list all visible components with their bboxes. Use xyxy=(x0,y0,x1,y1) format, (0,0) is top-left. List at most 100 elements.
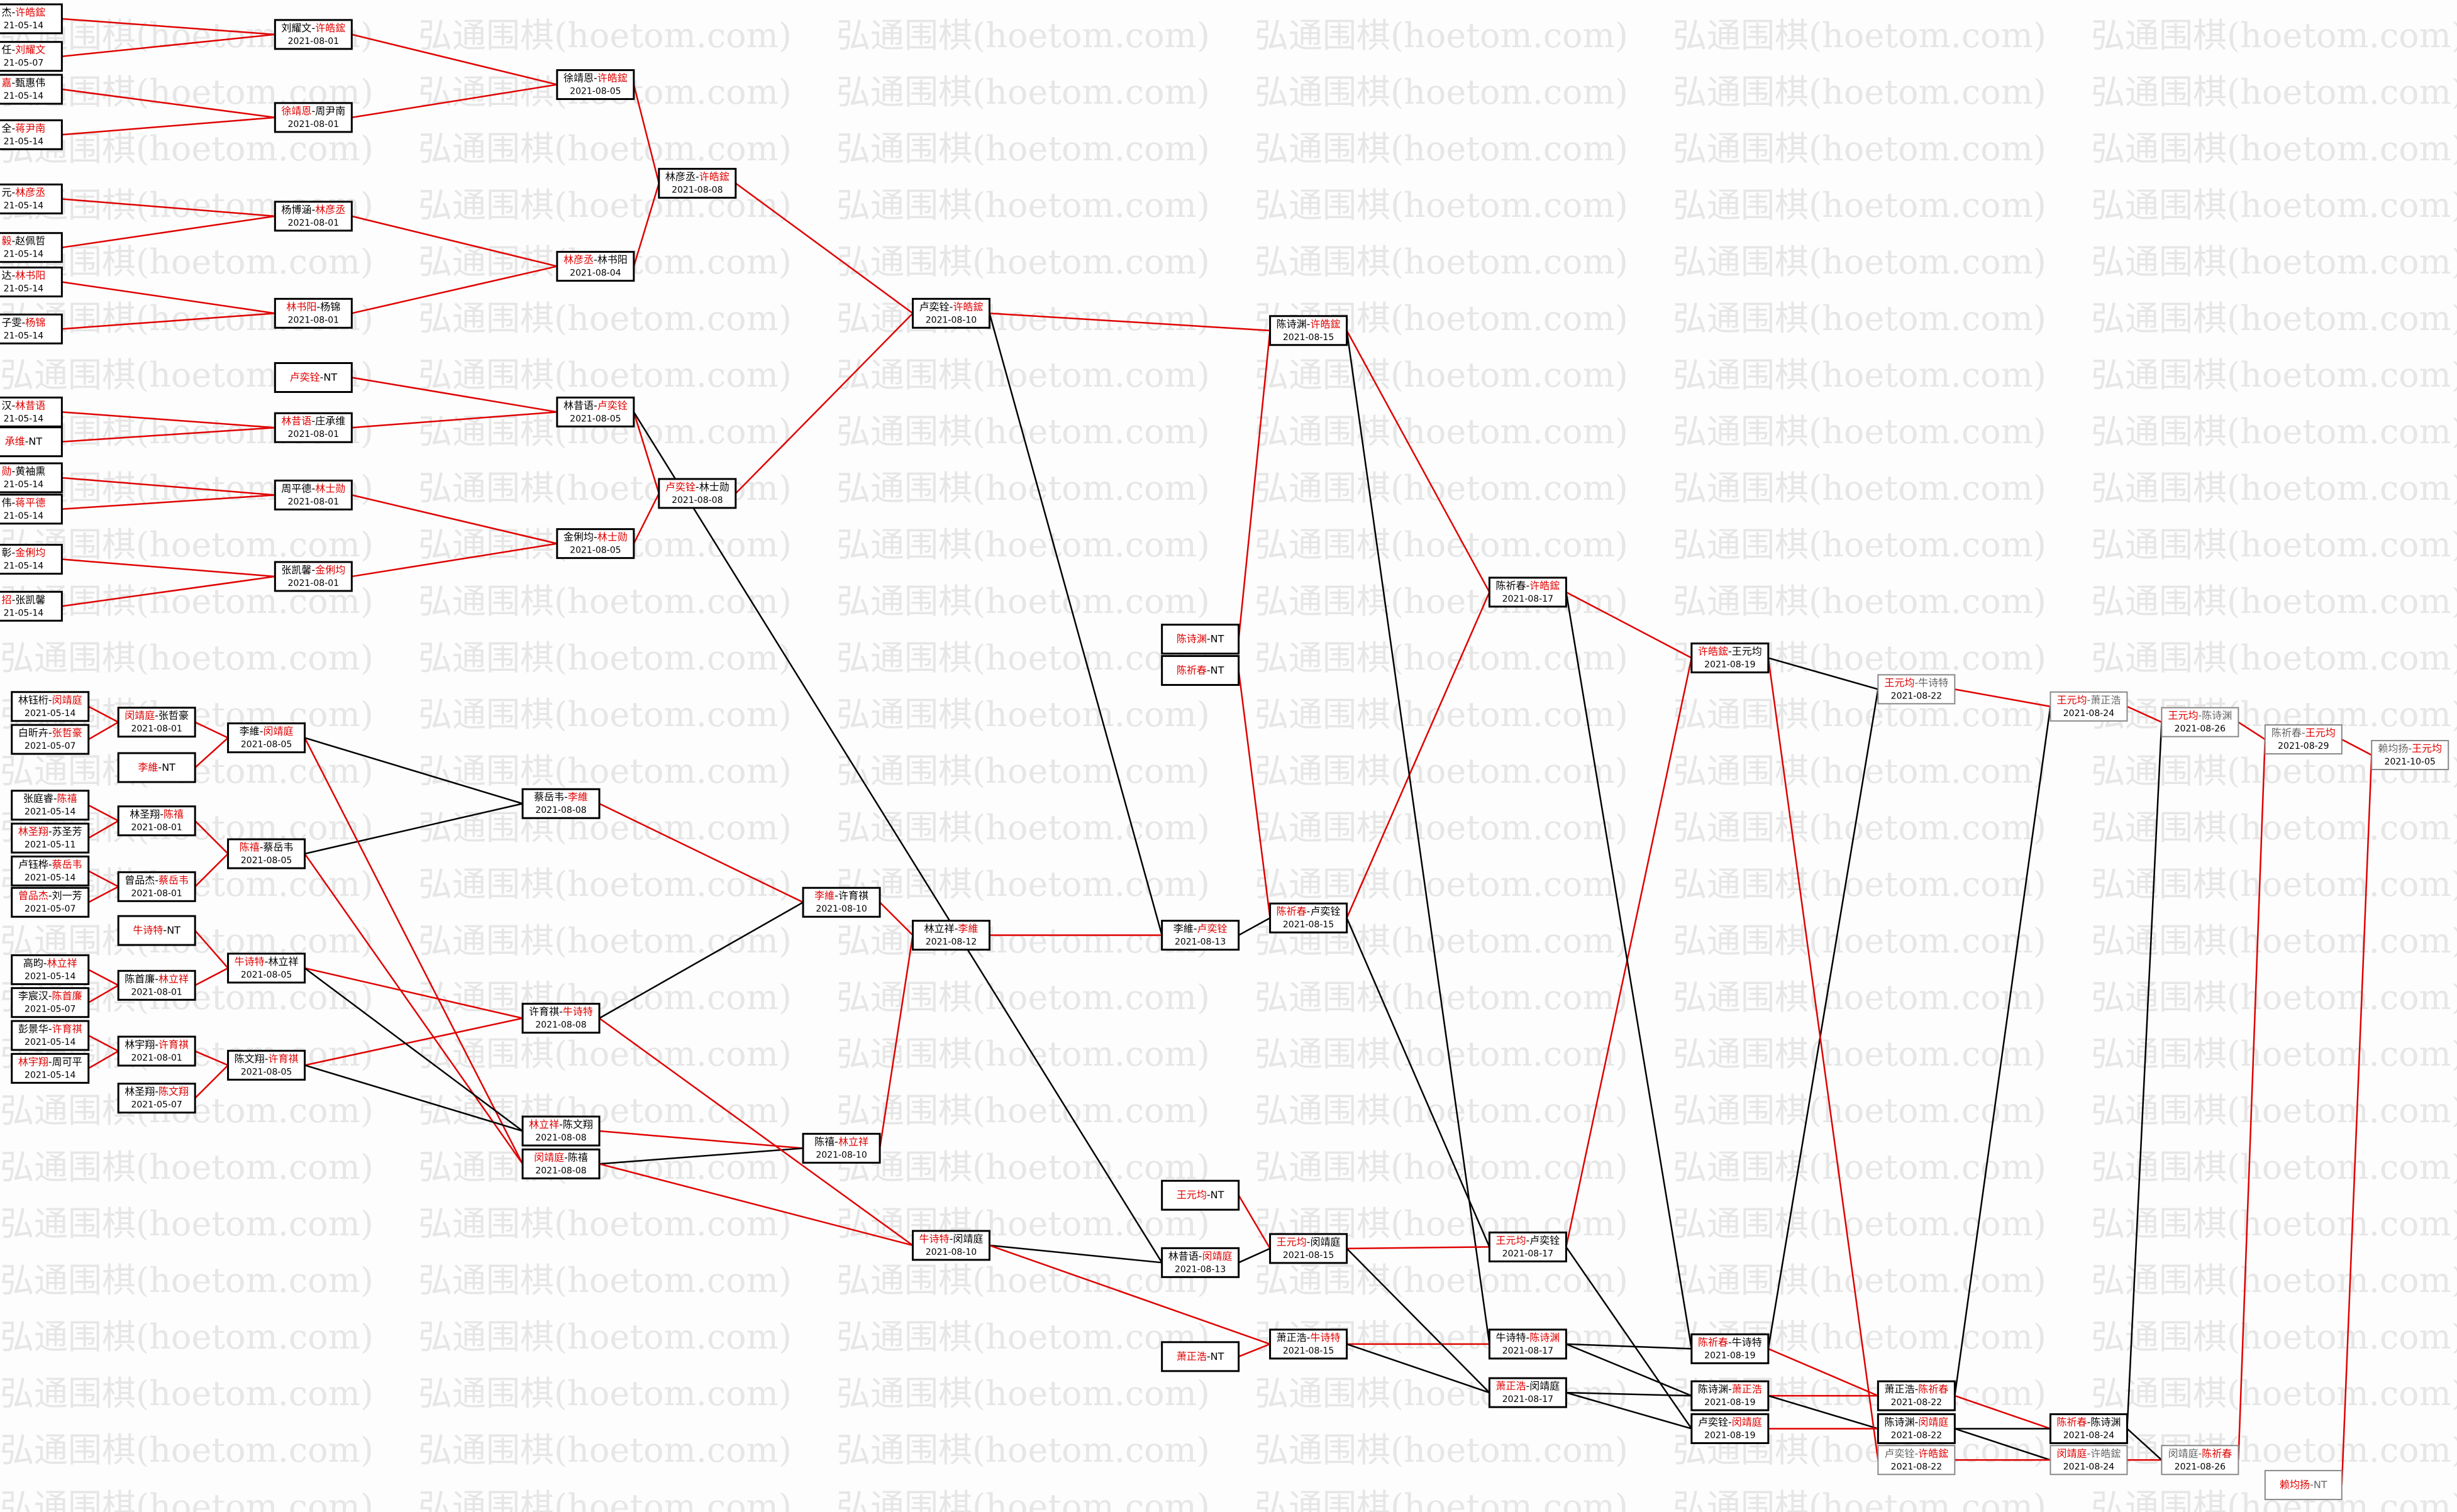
player-name: 陈禧 xyxy=(814,1135,835,1147)
connector xyxy=(633,411,1163,1263)
box-frame xyxy=(0,396,63,428)
match-label: 陈诗渊-NT xyxy=(1177,632,1224,644)
watermark-text: 弘通围棋(hoetom.com) xyxy=(1673,1034,2046,1074)
separator: - xyxy=(11,186,15,198)
connector xyxy=(62,558,275,578)
watermark-text: 弘通围棋(hoetom.com) xyxy=(2091,582,2457,621)
player-name: 王元均 xyxy=(2305,727,2336,739)
box-frame xyxy=(1690,1380,1770,1411)
player-name: 达 xyxy=(1,269,11,281)
player-name: 许育祺 xyxy=(529,1005,559,1017)
match-date: 2021-08-01 xyxy=(288,315,339,325)
box-frame xyxy=(2264,724,2343,755)
player-name: 林昔语 xyxy=(281,415,311,427)
separator: - xyxy=(11,122,15,134)
watermark-text: 弘通围棋(hoetom.com) xyxy=(836,1430,1210,1470)
player-name: 李維 xyxy=(240,725,260,737)
separator: - xyxy=(265,1052,269,1064)
match-label: 毅-赵佩哲 xyxy=(1,235,45,246)
box-frame xyxy=(1690,1413,1770,1444)
match-label: 林昔语-闵靖庭 xyxy=(1168,1250,1233,1262)
separator: - xyxy=(160,808,164,820)
match-label: 林彦丞-林书阳 xyxy=(563,253,628,265)
match-box: 王元均-牛诗特 2021-08-22 xyxy=(1877,674,1956,705)
player-name: NT xyxy=(1211,632,1224,644)
match-label: 林昔语-卢奕铨 xyxy=(563,399,628,411)
player-name: 林立祥 xyxy=(158,973,189,985)
player-name: 蔡岳韦 xyxy=(534,791,564,803)
separator: - xyxy=(1307,317,1311,329)
connector xyxy=(633,411,660,494)
match-box: 卢奕铨-许皓鋐 2021-08-10 xyxy=(911,297,990,329)
watermark-text: 弘通围棋(hoetom.com) xyxy=(1255,1147,1628,1187)
player-name: 卢奕铨 xyxy=(919,301,950,312)
match-date: 21-05-14 xyxy=(4,284,44,294)
separator: - xyxy=(11,269,15,281)
player-name: 牛诗特 xyxy=(235,955,265,967)
match-date: 2021-08-05 xyxy=(241,856,292,866)
watermark-text: 弘通围棋(hoetom.com) xyxy=(418,1261,792,1300)
box-frame xyxy=(521,1115,601,1147)
player-name: 王元均 xyxy=(1732,645,1762,657)
match-date: 2021-08-08 xyxy=(535,805,586,815)
box-frame xyxy=(1161,1247,1240,1278)
match-label: 林立祥-李維 xyxy=(924,922,979,934)
box-frame xyxy=(658,168,737,199)
match-box: 陈诗渊-NT xyxy=(1161,624,1240,655)
box-frame xyxy=(0,3,63,35)
watermark-text: 弘通围棋(hoetom.com) xyxy=(1673,299,2046,338)
match-label: 李宸汉-陈首廉 xyxy=(18,990,82,1002)
player-name: 陈文翔 xyxy=(158,1085,189,1097)
connector xyxy=(1954,1428,2051,1461)
match-date: 2021-05-11 xyxy=(25,840,75,850)
match-box: 张凯馨-金俐均 2021-08-01 xyxy=(274,561,353,592)
match-date: 2021-08-17 xyxy=(1502,1249,1553,1259)
player-name: 赵佩哲 xyxy=(15,235,45,246)
player-name: 林昔语 xyxy=(563,399,594,411)
watermark-text: 弘通围棋(hoetom.com) xyxy=(2091,525,2457,565)
player-name: 林书阳 xyxy=(15,269,45,281)
match-box: 周平德-林士勋 2021-08-01 xyxy=(274,479,353,510)
connector xyxy=(194,930,229,969)
box-frame xyxy=(0,41,63,72)
match-date: 2021-08-01 xyxy=(288,578,339,588)
match-label: 徐靖恩-周尹南 xyxy=(281,104,345,116)
match-box: 陈诗渊-许皓鋐 2021-08-15 xyxy=(1269,315,1348,346)
match-box: 毅-赵佩哲 21-05-14 xyxy=(0,232,63,263)
player-name: 许皓鋐 xyxy=(1310,317,1340,329)
player-name: 陈祈春 xyxy=(2057,1416,2087,1428)
watermark-text: 弘通围棋(hoetom.com) xyxy=(836,751,1210,791)
connector xyxy=(1346,917,1490,1247)
separator: - xyxy=(155,709,158,721)
match-date: 2021-10-05 xyxy=(2385,757,2436,767)
connector xyxy=(1346,592,1490,919)
box-frame xyxy=(1690,1333,1770,1364)
box-frame xyxy=(274,362,353,394)
watermark-text: 弘通围棋(hoetom.com) xyxy=(836,16,1210,55)
box-frame xyxy=(0,544,63,575)
connector xyxy=(1565,1246,1692,1430)
player-name: 王元均 xyxy=(1177,1189,1207,1201)
player-name: 蒋平德 xyxy=(15,496,45,508)
connector xyxy=(1955,688,2051,707)
match-label: 陈文翔-许育祺 xyxy=(235,1052,299,1064)
match-date: 2021-05-14 xyxy=(25,807,75,817)
connector xyxy=(352,411,557,429)
match-label: 萧正浩-NT xyxy=(1177,1350,1224,1362)
watermark-text: 弘通围棋(hoetom.com) xyxy=(1255,751,1628,791)
match-label: 王元均-闵靖庭 xyxy=(1277,1235,1341,1247)
separator: - xyxy=(1526,1331,1530,1343)
match-label: 达-林书阳 xyxy=(1,269,45,281)
box-frame xyxy=(11,954,90,985)
match-date: 2021-08-15 xyxy=(1283,333,1334,343)
watermark-text: 弘通围棋(hoetom.com) xyxy=(1673,129,2046,168)
player-name: 卢奕铨 xyxy=(290,371,320,383)
box-frame xyxy=(556,251,635,282)
watermark-text: 弘通围棋(hoetom.com) xyxy=(2091,299,2457,338)
player-name: 陈诗渊 xyxy=(2202,709,2232,721)
match-date: 2021-08-15 xyxy=(1283,1250,1334,1261)
player-name: NT xyxy=(323,371,337,383)
player-name: 许皓鋐 xyxy=(1698,645,1728,657)
player-name: 陈祈春 xyxy=(2271,727,2302,739)
box-frame xyxy=(117,752,196,783)
